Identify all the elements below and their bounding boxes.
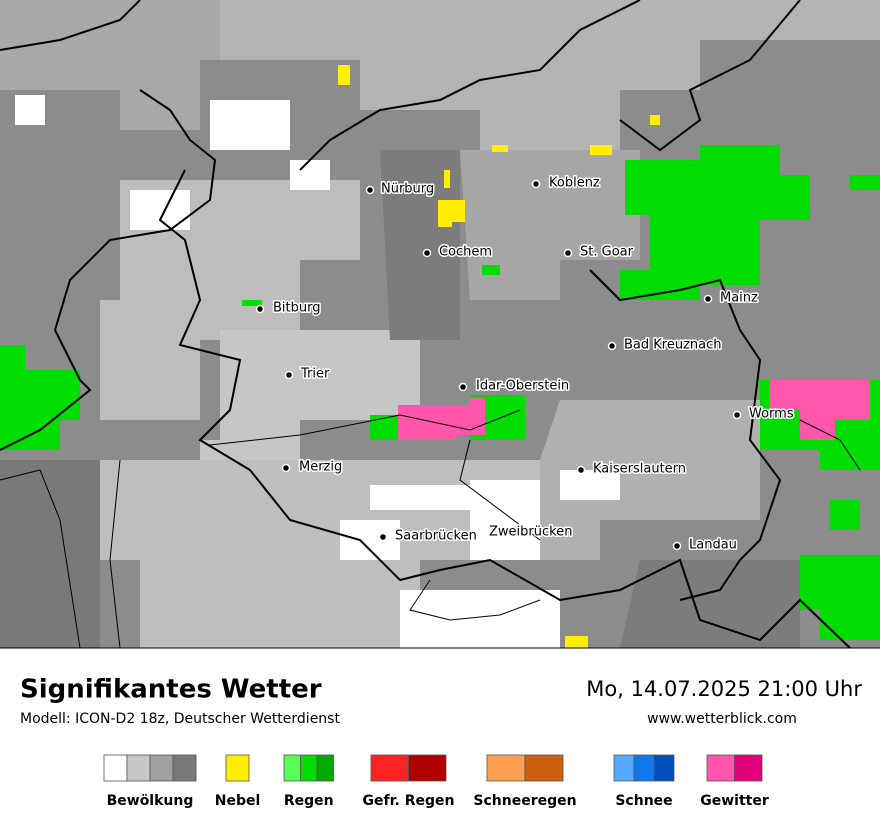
legend-swatch <box>225 754 250 782</box>
city-label: Bad Kreuznach <box>624 338 722 353</box>
city-label: Worms <box>749 407 794 422</box>
datetime: Mo, 14.07.2025 21:00 Uhr <box>586 677 862 701</box>
legend-label: Schnee <box>615 793 672 809</box>
city-dot <box>378 532 388 542</box>
city-label: Saarbrücken <box>395 529 477 544</box>
city: Idar-Oberstein <box>458 377 571 395</box>
legend-label: Gefr. Regen <box>363 793 455 809</box>
legend-label: Nebel <box>215 793 261 809</box>
city-dot <box>732 410 742 420</box>
city-label: Kaiserslautern <box>593 462 686 477</box>
legend-swatch <box>524 754 564 782</box>
legend-label: Gewitter <box>700 793 769 809</box>
legend-label: Schneeregen <box>473 793 576 809</box>
city-dot <box>281 463 291 473</box>
city-label: Koblenz <box>549 176 600 191</box>
weather-map <box>0 0 880 649</box>
city-label: Mainz <box>720 291 758 306</box>
legend: Bewölkung Nebel Regen Gefr. Regen Schneerege… <box>103 754 769 809</box>
city: Worms <box>732 405 795 423</box>
city-dot <box>531 179 541 189</box>
city: Mainz <box>703 289 760 307</box>
city: Kaiserslautern <box>576 460 688 478</box>
city: St. Goar <box>563 243 635 261</box>
city: Trier <box>284 365 331 383</box>
legend-swatch <box>172 754 197 782</box>
city-label: Merzig <box>299 460 342 475</box>
city: Saarbrücken <box>378 527 478 545</box>
city: Merzig <box>281 458 344 476</box>
city-label: Nürburg <box>381 182 434 197</box>
city-dot <box>703 294 713 304</box>
cities: Nürburg Koblenz Cochem St. Goar Bitburg … <box>255 174 795 554</box>
city-dot <box>255 304 265 314</box>
city-dot <box>365 185 375 195</box>
city: Landau <box>672 536 738 554</box>
city-dot <box>576 465 586 475</box>
model: Modell: ICON-D2 18z, Deutscher Wetterdie… <box>20 711 340 727</box>
legend-swatch <box>734 754 763 782</box>
legend-swatch <box>126 754 151 782</box>
legend-swatch <box>103 754 128 782</box>
city-dot <box>563 248 573 258</box>
legend-swatch <box>486 754 526 782</box>
city-dot <box>284 370 294 380</box>
city: Zweibrücken <box>488 523 574 541</box>
city-dot <box>672 541 682 551</box>
city-label: Cochem <box>439 245 492 260</box>
city: Bitburg <box>255 299 322 317</box>
city-label: Idar-Oberstein <box>476 379 569 394</box>
title: Signifikantes Wetter <box>20 675 322 705</box>
city-label: St. Goar <box>580 245 634 260</box>
city-dot <box>458 382 468 392</box>
city-label: Landau <box>689 538 737 553</box>
city: Cochem <box>422 243 494 261</box>
legend-swatch <box>316 754 334 782</box>
website: www.wetterblick.com <box>647 711 797 727</box>
city: Nürburg <box>365 180 436 198</box>
legend-swatch <box>283 754 301 782</box>
city-label: Bitburg <box>273 301 321 316</box>
legend-swatch <box>706 754 735 782</box>
legend-swatch <box>613 754 635 782</box>
city-dot <box>422 248 432 258</box>
city: Bad Kreuznach <box>607 336 723 354</box>
legend-swatch <box>653 754 675 782</box>
legend-label: Regen <box>284 793 334 809</box>
legend-swatch <box>408 754 447 782</box>
legend-swatch <box>633 754 655 782</box>
legend-label: Bewölkung <box>107 793 194 809</box>
city-label: Zweibrücken <box>489 525 572 540</box>
city: Koblenz <box>531 174 601 192</box>
legend-swatch <box>149 754 174 782</box>
legend-swatch <box>370 754 409 782</box>
legend-swatch <box>300 754 318 782</box>
city-label: Trier <box>300 367 330 382</box>
city-dot <box>607 341 617 351</box>
